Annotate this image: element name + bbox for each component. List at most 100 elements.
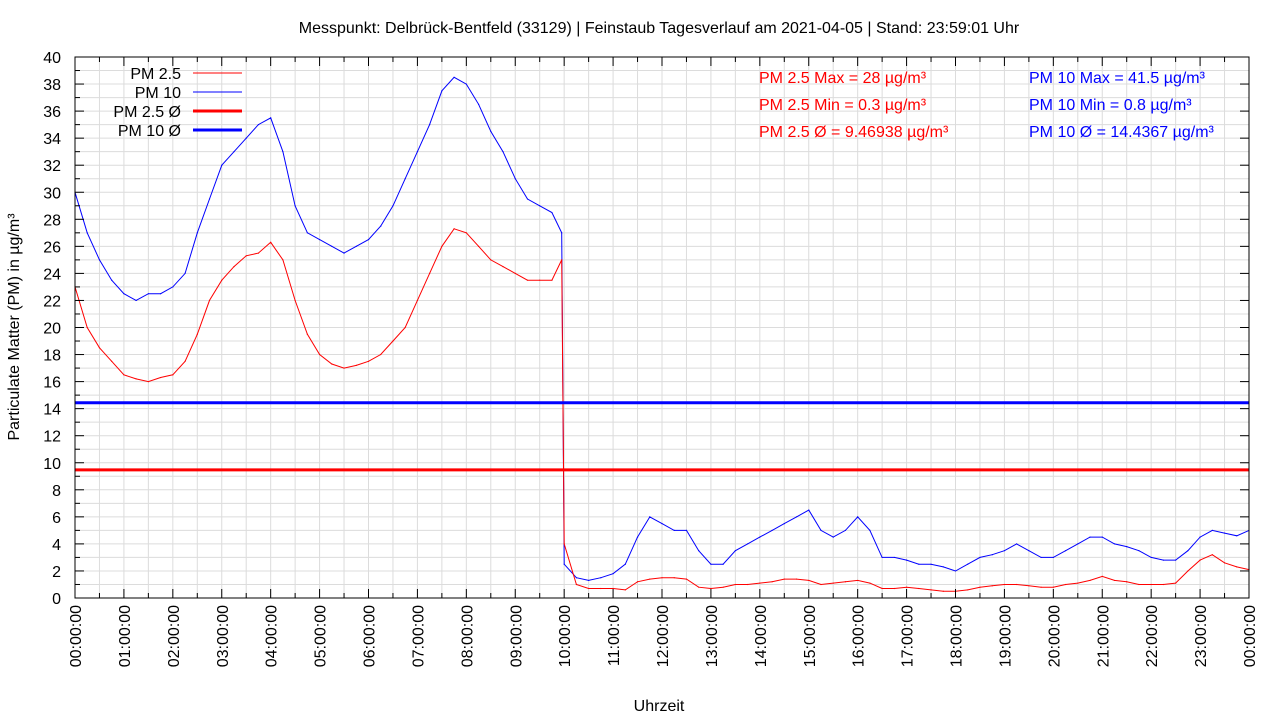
annotations: PM 2.5 Max = 28 µg/m³ PM 2.5 Min = 0.3 µg…	[759, 70, 1215, 141]
pm25-point	[967, 589, 969, 591]
pm25-point	[759, 582, 761, 584]
pm25-point	[685, 578, 688, 580]
pm25-point	[355, 364, 357, 366]
x-tick-label: 11:00:00	[606, 605, 623, 666]
series-group	[74, 76, 1250, 592]
y-tick-label: 10	[43, 456, 61, 473]
pm10-point	[795, 516, 798, 518]
pm25-point	[1113, 579, 1116, 582]
x-tick-label: 18:00:00	[949, 605, 966, 667]
pm10-point	[1199, 536, 1201, 538]
pm10-point	[1211, 529, 1213, 531]
pm10-point	[233, 151, 235, 153]
pm10-point	[1223, 532, 1226, 534]
pm10-point	[514, 178, 516, 180]
pm10-point	[734, 550, 736, 552]
x-tick-label: 20:00:00	[1046, 605, 1063, 667]
pm10-point	[1162, 559, 1164, 561]
pm25-point	[111, 360, 113, 362]
x-tick-label: 21:00:00	[1095, 605, 1112, 667]
pm10-point	[844, 529, 847, 531]
pm25-point	[881, 587, 883, 590]
pm25-point	[441, 245, 443, 247]
pm10-point	[710, 563, 712, 565]
y-tick-label: 30	[43, 185, 61, 202]
pm10-point	[1028, 550, 1030, 552]
y-tick-label: 0	[52, 591, 61, 608]
pm10-point	[1052, 556, 1054, 559]
x-tick-label: 19:00:00	[997, 605, 1014, 667]
pm10-point	[331, 245, 333, 247]
pm25-point	[1162, 583, 1164, 586]
x-tick-label: 07:00:00	[410, 605, 427, 667]
pm25-point	[575, 583, 577, 586]
pm10-point	[661, 523, 663, 525]
pm25-point	[624, 589, 626, 591]
pm25-point	[135, 378, 137, 380]
y-tick-label: 12	[43, 429, 61, 446]
pm25-point	[86, 326, 88, 329]
legend-label: PM 10 Ø	[118, 123, 181, 140]
pm10-point	[893, 556, 895, 559]
pm25-point	[331, 363, 333, 365]
y-tick-label: 34	[43, 131, 61, 148]
pm25-point	[673, 577, 675, 579]
y-tick-label: 24	[43, 266, 61, 283]
y-tick-label: 6	[52, 510, 61, 527]
x-tick-label: 02:00:00	[166, 605, 183, 667]
ticks: 024681012141618202224262830323436384000:…	[43, 50, 1259, 667]
pm10-point	[196, 232, 198, 234]
pm10-point	[649, 516, 651, 518]
pm10-point	[1077, 543, 1079, 545]
pm25-line	[74, 228, 1250, 592]
pm25-point	[123, 374, 125, 376]
pm10-point	[698, 550, 700, 552]
pm25-point	[1236, 566, 1238, 568]
pm25-point	[502, 266, 504, 268]
pm25-point	[636, 581, 639, 583]
pm10-point	[1187, 550, 1189, 552]
pm10-point	[490, 130, 492, 132]
pm10-point	[612, 573, 614, 575]
pm10-point	[465, 83, 467, 85]
pm25-point	[661, 577, 663, 579]
pm10-point	[685, 529, 688, 531]
pm25-stat: PM 2.5 Max = 28 µg/m³	[759, 70, 927, 87]
pm25-point	[1052, 586, 1054, 588]
pm10-point	[1150, 556, 1152, 559]
pm10-point	[857, 516, 859, 518]
x-tick-label: 17:00:00	[900, 605, 917, 667]
pm10-point	[600, 577, 602, 579]
pm10-point	[1089, 536, 1091, 538]
pm25-point	[1187, 570, 1189, 572]
pm25-point	[783, 578, 785, 580]
pm25-point	[1003, 583, 1006, 586]
pm10-point	[967, 563, 969, 565]
x-tick-label: 03:00:00	[215, 605, 232, 667]
pm25-point	[270, 241, 272, 243]
pm10-point	[184, 272, 186, 274]
pm10-point	[991, 554, 993, 556]
y-tick-label: 4	[52, 537, 61, 554]
y-tick-label: 28	[43, 212, 61, 229]
pm10-point	[380, 225, 382, 227]
pm10-point	[404, 178, 406, 180]
pm25-point	[918, 587, 920, 590]
pm25-point	[257, 252, 260, 254]
pm10-point	[172, 286, 174, 288]
x-tick-label: 05:00:00	[313, 605, 330, 667]
pm10-point	[1113, 543, 1116, 545]
pm25-point	[1064, 583, 1067, 586]
y-tick-label: 14	[43, 402, 61, 419]
pm10-point	[820, 529, 822, 531]
pm25-point	[1126, 581, 1128, 583]
pm10-point	[111, 279, 113, 281]
y-tick-label: 22	[43, 293, 61, 310]
pm25-point	[1016, 583, 1018, 586]
pm10-point	[575, 577, 577, 579]
pm25-point	[429, 272, 431, 274]
x-tick-label: 00:00:00	[68, 605, 85, 667]
pm25-point	[245, 255, 247, 257]
pm10-point	[747, 543, 749, 545]
pm25-point	[869, 582, 871, 584]
